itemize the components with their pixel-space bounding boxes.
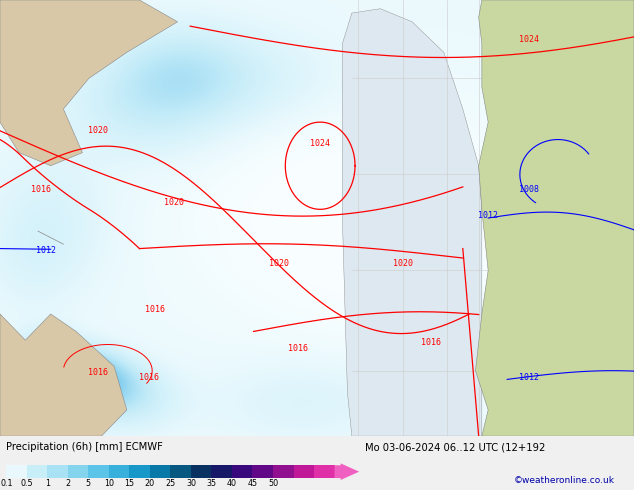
Text: 15: 15 <box>124 480 134 489</box>
Text: 1016: 1016 <box>88 368 108 377</box>
Bar <box>150 466 171 478</box>
Bar <box>294 466 314 478</box>
Polygon shape <box>0 314 127 436</box>
FancyArrow shape <box>335 464 359 480</box>
Bar <box>129 466 150 478</box>
Bar <box>252 466 273 478</box>
Text: 1024: 1024 <box>519 35 540 44</box>
Text: 1016: 1016 <box>421 338 441 347</box>
Text: 1012: 1012 <box>36 246 56 255</box>
Bar <box>232 466 252 478</box>
Bar <box>171 466 191 478</box>
Text: 1016: 1016 <box>288 344 308 353</box>
Text: 1016: 1016 <box>31 185 51 194</box>
Bar <box>6 466 27 478</box>
Text: 40: 40 <box>227 480 237 489</box>
Bar <box>48 466 68 478</box>
Bar <box>191 466 212 478</box>
Text: Mo 03-06-2024 06..12 UTC (12+192: Mo 03-06-2024 06..12 UTC (12+192 <box>365 442 545 452</box>
Text: 5: 5 <box>86 480 91 489</box>
Text: 1020: 1020 <box>392 259 413 269</box>
Bar <box>27 466 48 478</box>
Text: 20: 20 <box>145 480 155 489</box>
Text: 50: 50 <box>268 480 278 489</box>
Polygon shape <box>0 0 178 166</box>
Text: 1: 1 <box>45 480 50 489</box>
Bar <box>88 466 109 478</box>
Text: 1012: 1012 <box>519 373 540 382</box>
Text: 0.1: 0.1 <box>0 480 13 489</box>
Text: 1008: 1008 <box>519 185 540 194</box>
Text: 2: 2 <box>65 480 70 489</box>
Text: 10: 10 <box>104 480 114 489</box>
Polygon shape <box>342 9 482 436</box>
Polygon shape <box>476 0 634 436</box>
Bar <box>273 466 294 478</box>
Text: 1024: 1024 <box>310 140 330 148</box>
Text: 1020: 1020 <box>164 198 184 207</box>
Text: Precipitation (6h) [mm] ECMWF: Precipitation (6h) [mm] ECMWF <box>6 442 163 452</box>
Text: 1020: 1020 <box>269 259 289 269</box>
Bar <box>314 466 335 478</box>
Bar <box>109 466 129 478</box>
Text: 1012: 1012 <box>478 211 498 220</box>
Text: 1016: 1016 <box>139 373 159 382</box>
Text: 35: 35 <box>207 480 217 489</box>
Bar <box>212 466 232 478</box>
Text: 1016: 1016 <box>145 305 165 314</box>
Text: 25: 25 <box>165 480 176 489</box>
Text: 45: 45 <box>247 480 257 489</box>
Text: 1020: 1020 <box>88 126 108 135</box>
Text: 0.5: 0.5 <box>20 480 33 489</box>
Bar <box>68 466 88 478</box>
Text: 30: 30 <box>186 480 196 489</box>
Text: ©weatheronline.co.uk: ©weatheronline.co.uk <box>514 476 615 485</box>
